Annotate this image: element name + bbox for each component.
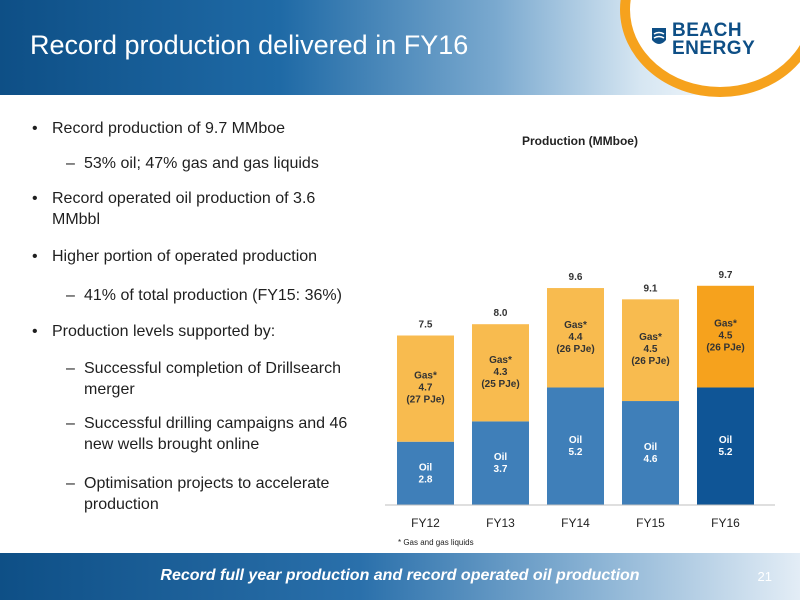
bar-oil-fy16 (697, 387, 754, 505)
oil-value-label: 5.2 (569, 447, 583, 458)
gas-pje-label: (26 PJe) (556, 344, 594, 355)
oil-value-label: 3.7 (494, 464, 508, 475)
x-axis-tick-label: FY15 (636, 516, 665, 530)
bullet-item: Record operated oil production of 3.6 MM… (30, 188, 330, 230)
gas-value-label: 4.5 (644, 344, 658, 355)
gas-label: Gas* (564, 320, 587, 331)
oil-value-label: 4.6 (644, 454, 658, 465)
bar-gas-fy13 (472, 324, 529, 422)
bar-oil-fy13 (472, 421, 529, 505)
gas-pje-label: (26 PJe) (706, 343, 744, 354)
logo-arc-area (598, 0, 800, 102)
total-label: 9.6 (569, 272, 583, 283)
bar-gas-fy16 (697, 285, 754, 388)
oil-label: Oil (644, 442, 658, 453)
sub-bullet-item: 41% of total production (FY15: 36%) (30, 285, 375, 306)
sub-bullet-item: Successful completion of Drillsearch mer… (30, 358, 375, 400)
logo-text-beach: BEACH (672, 20, 743, 41)
total-label: 9.7 (719, 270, 733, 281)
footer-tagline: Record full year production and record o… (160, 567, 640, 584)
gas-pje-label: (25 PJe) (481, 379, 519, 390)
oil-label: Oil (719, 435, 733, 446)
gas-value-label: 4.4 (569, 332, 583, 343)
total-label: 7.5 (419, 320, 433, 331)
bar-gas-fy12 (397, 335, 454, 442)
gas-pje-label: (27 PJe) (406, 395, 444, 406)
bar-oil-fy15 (622, 401, 679, 505)
gas-label: Gas* (639, 332, 662, 343)
gas-label: Gas* (414, 371, 437, 382)
production-chart: Production (MMboe) Oil 2.8 Gas* 4.7 (27 PJe) 7… (380, 120, 780, 550)
chart-footnote: * Gas and gas liquids (398, 538, 474, 547)
logo-text-energy: ENERGY (672, 38, 756, 59)
oil-value-label: 2.8 (419, 474, 433, 485)
slide-title: Record production delivered in FY16 (30, 30, 469, 60)
gas-label: Gas* (714, 319, 737, 330)
page-number: 21 (757, 569, 772, 584)
total-label: 9.1 (644, 283, 658, 294)
bar-gas-fy14 (547, 288, 604, 388)
x-axis-tick-label: FY14 (561, 516, 590, 530)
x-axis-tick-label: FY12 (411, 516, 440, 530)
beach-energy-logo-icon (652, 28, 666, 44)
gas-value-label: 4.7 (419, 383, 433, 394)
gas-value-label: 4.5 (719, 331, 733, 342)
oil-label: Oil (419, 462, 433, 473)
oil-label: Oil (494, 452, 508, 463)
bullet-item: Production levels supported by: (30, 321, 375, 342)
sub-bullet-item: 53% oil; 47% gas and gas liquids (30, 153, 375, 174)
x-axis-tick-label: FY13 (486, 516, 515, 530)
bar-oil-fy14 (547, 387, 604, 505)
bullet-item: Record production of 9.7 MMboe (30, 118, 375, 139)
total-label: 8.0 (494, 308, 508, 319)
gas-label: Gas* (489, 355, 512, 366)
bullet-item: Higher portion of operated production (30, 246, 375, 267)
gas-pje-label: (26 PJe) (631, 356, 669, 367)
oil-value-label: 5.2 (719, 447, 733, 458)
gas-value-label: 4.3 (494, 367, 508, 378)
x-axis-tick-label: FY16 (711, 516, 740, 530)
footer-banner: Record full year production and record o… (0, 553, 800, 600)
oil-label: Oil (569, 435, 583, 446)
chart-title: Production (MMboe) (522, 134, 638, 148)
sub-bullet-item: Successful drilling campaigns and 46 new… (30, 413, 350, 455)
sub-bullet-item: Optimisation projects to accelerate prod… (30, 473, 365, 515)
bar-gas-fy15 (622, 299, 679, 402)
bar-oil-fy12 (397, 441, 454, 505)
